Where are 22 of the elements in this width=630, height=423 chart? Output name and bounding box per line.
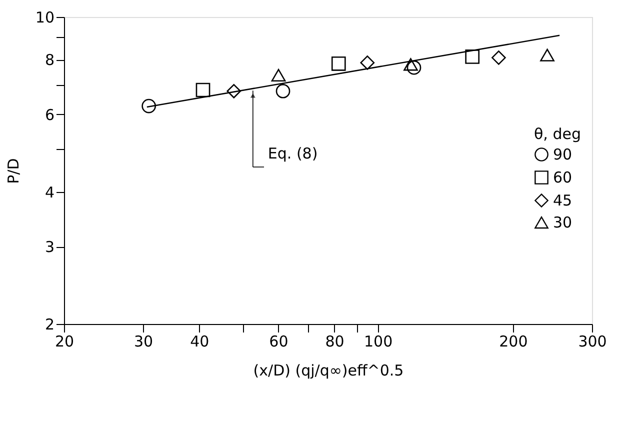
x-tick-label: 40 bbox=[190, 332, 210, 350]
x-tick-label: 30 bbox=[134, 332, 154, 350]
y-tick-label: 4 bbox=[44, 183, 54, 202]
legend-title: θ, deg bbox=[534, 125, 581, 143]
y-tick-label: 6 bbox=[44, 106, 54, 124]
y-tick-label: 2 bbox=[44, 316, 54, 334]
legend-label: 90 bbox=[553, 146, 572, 164]
x-tick-label: 80 bbox=[325, 332, 344, 350]
y-tick-label: 3 bbox=[44, 238, 54, 256]
x-axis-title: (x/D) (qj/q∞)eff^0.5 bbox=[253, 362, 404, 380]
y-tick-label: 8 bbox=[44, 51, 54, 70]
x-tick-label: 300 bbox=[578, 332, 607, 350]
legend-label: 45 bbox=[553, 192, 572, 210]
x-tick-label: 200 bbox=[499, 332, 528, 350]
y-tick-label: 10 bbox=[35, 8, 54, 26]
legend-label: 60 bbox=[553, 168, 572, 186]
x-tick-label: 60 bbox=[269, 332, 288, 350]
legend-label: 30 bbox=[553, 214, 572, 232]
y-axis-title: P/D bbox=[4, 158, 22, 184]
annotation: Eq. (8) bbox=[268, 144, 318, 163]
x-tick-label: 20 bbox=[54, 332, 74, 350]
x-tick-label: 100 bbox=[364, 332, 393, 350]
